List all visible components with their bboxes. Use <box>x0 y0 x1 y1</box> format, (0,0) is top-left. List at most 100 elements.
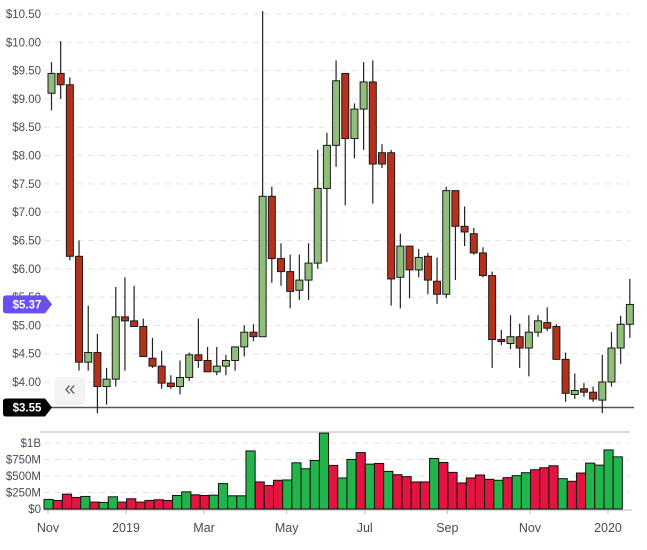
candle-body <box>185 354 194 378</box>
time-tick-label: Mar <box>193 521 215 535</box>
price-tick-label: $9.50 <box>12 66 41 78</box>
candle[interactable] <box>221 354 230 376</box>
candle-body <box>524 331 533 349</box>
candle[interactable] <box>515 323 524 368</box>
candle[interactable] <box>433 257 442 304</box>
candle[interactable] <box>203 346 212 373</box>
volume-bar <box>456 482 467 510</box>
candle[interactable] <box>451 190 460 281</box>
candle[interactable] <box>543 307 552 332</box>
candle[interactable] <box>120 277 129 371</box>
candle[interactable] <box>249 324 258 342</box>
volume-bars <box>43 432 632 511</box>
candle[interactable] <box>332 60 341 167</box>
candle[interactable] <box>93 333 102 414</box>
candle[interactable] <box>56 41 65 99</box>
candle[interactable] <box>139 318 148 358</box>
candle[interactable] <box>194 318 203 368</box>
volume-bar <box>227 495 238 510</box>
collapse-chevrons-button[interactable]: « <box>55 377 85 403</box>
candle[interactable] <box>598 354 607 414</box>
candle[interactable] <box>231 346 240 371</box>
candle[interactable] <box>313 149 322 269</box>
candle[interactable] <box>506 315 515 350</box>
volume-bar <box>300 468 311 510</box>
candle[interactable] <box>240 325 249 357</box>
candle[interactable] <box>157 350 166 389</box>
volume-bar <box>217 483 229 510</box>
candle[interactable] <box>295 254 304 300</box>
candle[interactable] <box>130 285 139 328</box>
candle[interactable] <box>497 329 506 346</box>
volume-axis: $1B $750M $500M $250M $0 <box>6 438 41 516</box>
time-tick-label: May <box>275 521 299 535</box>
candle[interactable] <box>65 77 74 261</box>
volume-tick-label: $0 <box>28 504 41 516</box>
candle[interactable] <box>84 305 93 371</box>
candle[interactable] <box>607 332 616 387</box>
candle[interactable] <box>267 186 276 283</box>
candle[interactable] <box>176 360 185 395</box>
volume-bar <box>107 496 118 510</box>
volume-bar <box>557 478 568 510</box>
candle[interactable] <box>377 144 386 168</box>
candle-body <box>451 190 460 227</box>
volume-bar <box>474 474 486 510</box>
candle[interactable] <box>405 245 414 299</box>
candle-body <box>111 316 120 380</box>
candle[interactable] <box>350 103 359 159</box>
candle[interactable] <box>469 228 478 255</box>
candle[interactable] <box>396 233 405 309</box>
volume-bar <box>493 479 504 510</box>
candle[interactable] <box>414 248 423 278</box>
candle[interactable] <box>561 352 570 402</box>
candle[interactable] <box>111 286 120 387</box>
candle[interactable] <box>322 132 331 262</box>
candle[interactable] <box>524 315 533 377</box>
candle[interactable] <box>286 254 295 309</box>
candle[interactable] <box>277 243 285 286</box>
candle[interactable] <box>579 383 588 397</box>
candle[interactable] <box>423 252 432 295</box>
candle[interactable] <box>75 240 84 371</box>
candle[interactable] <box>368 60 377 204</box>
candle-body <box>561 358 570 394</box>
volume-bar <box>548 465 559 510</box>
candle[interactable] <box>570 373 579 399</box>
candle-body <box>240 331 249 348</box>
candle[interactable] <box>534 315 543 337</box>
candle[interactable] <box>625 278 634 338</box>
candle[interactable] <box>478 247 487 278</box>
candle[interactable] <box>589 386 598 402</box>
candle[interactable] <box>359 62 368 150</box>
candle[interactable] <box>47 62 56 111</box>
candle[interactable] <box>488 271 497 368</box>
candle-body <box>130 320 139 328</box>
volume-bar <box>135 501 146 510</box>
candle[interactable] <box>341 72 350 206</box>
candle[interactable] <box>616 315 625 364</box>
candle-body <box>497 339 506 343</box>
candle[interactable] <box>442 186 451 299</box>
volume-bar <box>254 481 265 510</box>
candle-body <box>194 354 203 361</box>
volume-bar <box>71 496 82 510</box>
candle[interactable] <box>387 149 396 306</box>
volume-bar <box>172 494 183 510</box>
candle[interactable] <box>166 375 175 389</box>
candle-body <box>176 376 185 388</box>
volume-bar <box>236 495 247 510</box>
candle[interactable] <box>552 324 561 360</box>
candle[interactable] <box>212 346 221 376</box>
candle-body <box>607 347 616 383</box>
candle[interactable] <box>102 367 111 405</box>
candle[interactable] <box>185 352 194 381</box>
volume-bar <box>89 501 100 510</box>
candle[interactable] <box>460 206 469 247</box>
candle-body <box>341 72 350 140</box>
candle-body <box>589 391 598 400</box>
candle[interactable] <box>304 243 313 300</box>
candle[interactable] <box>148 337 157 368</box>
candle[interactable] <box>258 11 267 338</box>
